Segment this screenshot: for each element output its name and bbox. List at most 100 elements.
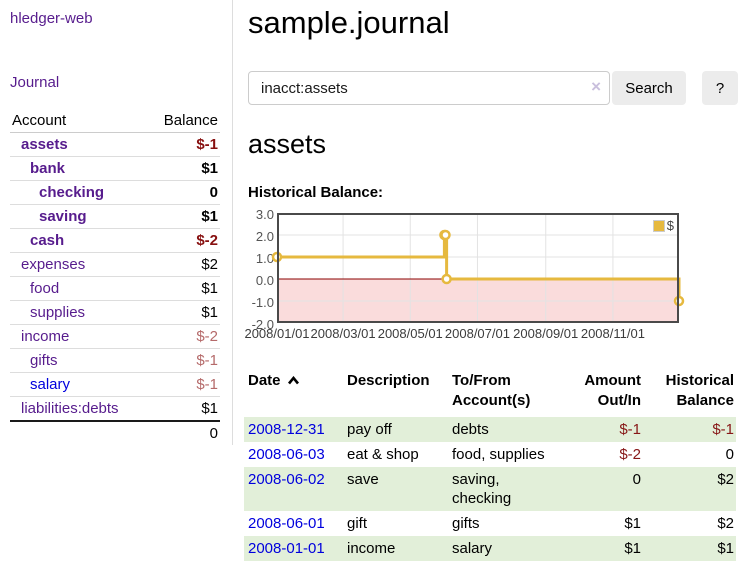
account-row: liabilities:debts $1 (10, 396, 220, 422)
account-row: checking 0 (10, 180, 220, 205)
transaction-date-link[interactable]: 2008-06-03 (248, 446, 325, 463)
accounts-header-account: Account (10, 110, 147, 133)
transaction-balance: $1 (643, 536, 736, 561)
account-row: supplies $1 (10, 300, 220, 325)
app-title-link[interactable]: hledger-web (10, 10, 93, 27)
account-link[interactable]: income (21, 328, 70, 345)
account-row: income $-2 (10, 324, 220, 349)
transaction-amount: $-2 (619, 446, 641, 463)
x-tick-label: 2008/01/01 (244, 326, 310, 341)
account-heading: assets (248, 129, 327, 159)
y-tick-label: 1.0 (255, 251, 274, 266)
y-tick-label: -1.0 (251, 295, 274, 310)
transaction-accounts: salary (448, 536, 552, 561)
account-row: expenses $2 (10, 252, 220, 277)
search-input[interactable] (248, 71, 610, 105)
account-link[interactable]: checking (39, 184, 105, 201)
account-balance: $-2 (146, 324, 220, 349)
x-tick-label: 2008/11/01 (580, 326, 645, 341)
historical-balance-chart[interactable]: 3.0 2.0 1.0 0.0 -1.0 -2.0 $ 2008/01/01 2008/03… (244, 207, 742, 344)
transaction-date-link[interactable]: 2008-12-31 (248, 421, 325, 438)
transaction-amount: 0 (552, 467, 643, 511)
account-balance: $2 (146, 252, 220, 277)
account-row: bank $1 (10, 156, 220, 181)
main-content: sample.journal × Search ? assets Histori… (244, 0, 742, 561)
account-row: salary $-1 (10, 372, 220, 397)
register-table: Date Description To/From Account(s) Amou… (244, 369, 736, 561)
transaction-amount: $-1 (552, 417, 643, 442)
chart-title: Historical Balance: (248, 184, 384, 201)
account-balance: 0 (146, 180, 220, 205)
transaction-balance: $2 (717, 515, 734, 532)
account-link[interactable]: salary (30, 376, 71, 393)
account-link[interactable]: bank (30, 160, 66, 177)
account-link[interactable]: assets (21, 136, 68, 153)
account-link[interactable]: gifts (30, 352, 58, 369)
transaction-date-link[interactable]: 2008-06-01 (248, 515, 325, 532)
account-row: cash $-2 (10, 228, 220, 253)
chart-plot-area[interactable]: $ (271, 213, 685, 323)
register-header-balance: Historical Balance (665, 372, 734, 409)
account-link[interactable]: cash (30, 232, 65, 249)
account-row: assets $-1 (10, 132, 220, 157)
x-tick-label: 2008/09/01 (513, 326, 579, 341)
register-header-accounts: To/From Account(s) (452, 372, 531, 409)
account-balance: $1 (146, 204, 220, 229)
transaction-accounts: food, supplies (452, 446, 545, 463)
account-link[interactable]: expenses (21, 256, 86, 273)
y-tick-label: -2.0 (251, 317, 274, 332)
y-tick-label: 2.0 (255, 229, 274, 244)
transaction-balance: $2 (643, 467, 736, 511)
register-row: 2008-06-02 save saving, checking 0 $2 (244, 467, 736, 511)
app-title: hledger-web (10, 10, 220, 27)
account-link[interactable]: food (30, 280, 60, 297)
x-tick-label: 2008/07/01 (444, 326, 510, 341)
chart-x-axis-labels: 2008/01/01 2008/03/01 2008/05/01 2008/07/01… (244, 326, 679, 344)
chart-legend: $ (652, 218, 674, 233)
help-button[interactable]: ? (702, 71, 738, 105)
account-balance: $1 (146, 300, 220, 325)
account-balance: $1 (146, 276, 220, 301)
transaction-accounts: gifts (452, 515, 480, 532)
register-header-description: Description (347, 372, 430, 389)
sidebar: hledger-web Journal Account Balance asse… (0, 0, 233, 445)
account-balance: $-1 (146, 372, 220, 397)
y-tick-label: 0.0 (255, 273, 274, 288)
search-form: × Search ? (248, 71, 742, 105)
accounts-total-row: 0 (10, 420, 220, 445)
clear-search-icon[interactable]: × (591, 77, 601, 96)
x-tick-label: 2008/03/01 (310, 326, 376, 341)
account-link[interactable]: supplies (30, 304, 86, 321)
account-link[interactable]: saving (39, 208, 87, 225)
transaction-description: income (343, 536, 448, 561)
transaction-accounts: debts (448, 417, 552, 442)
account-link[interactable]: liabilities:debts (21, 400, 119, 417)
register-header-date[interactable]: Date (244, 369, 343, 417)
account-balance: $-1 (146, 132, 220, 157)
search-box: × (248, 71, 610, 105)
transaction-balance: 0 (725, 446, 734, 463)
account-balance: $-1 (146, 348, 220, 373)
transaction-amount: $1 (624, 515, 641, 532)
transaction-description: save (343, 467, 448, 511)
transaction-date-link[interactable]: 2008-06-02 (248, 471, 325, 488)
y-tick-label: 3.0 (255, 207, 274, 222)
register-header-amount: Amount Out/In (584, 372, 641, 409)
accounts-header-row: Account Balance (10, 110, 220, 133)
search-button[interactable]: Search (612, 71, 686, 105)
legend-swatch-icon (652, 219, 665, 232)
legend-series-label: $ (666, 218, 674, 233)
transaction-accounts: saving, checking (448, 467, 552, 511)
register-row: 2008-12-31 pay off debts $-1 $-1 (244, 417, 736, 442)
x-tick-label: 2008/05/01 (377, 326, 443, 341)
transaction-date-link[interactable]: 2008-01-01 (248, 540, 325, 557)
transaction-balance: $-1 (643, 417, 736, 442)
chart-canvas[interactable] (271, 213, 685, 323)
account-row: gifts $-1 (10, 348, 220, 373)
page-title: sample.journal (248, 5, 450, 40)
transaction-description: gift (347, 515, 368, 532)
journal-link[interactable]: Journal (10, 74, 60, 91)
register-row: 2008-06-03 eat & shop food, supplies $-2 0 (244, 442, 736, 467)
sort-ascending-icon (287, 371, 300, 391)
